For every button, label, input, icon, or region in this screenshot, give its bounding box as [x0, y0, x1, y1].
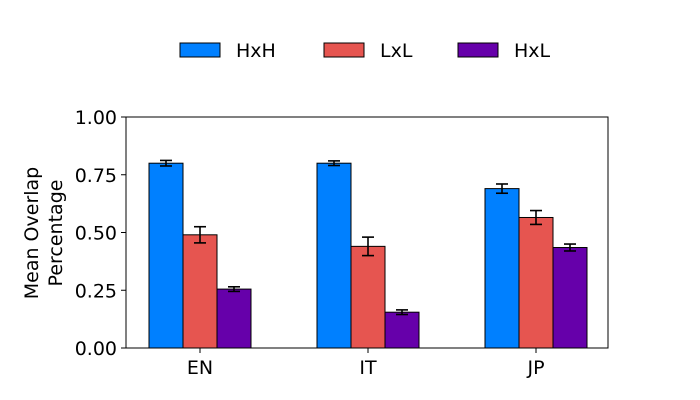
x-tick-label-it: IT — [359, 357, 377, 379]
y-axis-title-line-1: Mean Overlap — [21, 167, 43, 300]
y-tick-label: 0.75 — [75, 165, 117, 187]
legend-swatch-hxh — [179, 42, 221, 58]
y-tick-label: 0.00 — [75, 338, 117, 360]
legend: HxH LxL HxL — [179, 40, 551, 62]
x-axis: EN IT JP — [187, 348, 545, 379]
x-tick-label-en: EN — [187, 357, 213, 379]
bar-lxl-en — [182, 234, 218, 349]
y-tick-label: 0.25 — [75, 280, 117, 302]
bar-hxl-en — [216, 288, 252, 349]
y-axis: 0.00 0.25 0.50 0.75 1.00 — [75, 107, 126, 360]
y-tick-label: 0.50 — [75, 223, 117, 245]
bar-hxl-jp — [552, 247, 588, 349]
bar-lxl-it — [350, 245, 386, 349]
bar-hxh-it — [316, 162, 352, 349]
x-tick-label-jp: JP — [526, 357, 544, 379]
error-bars — [160, 159, 576, 316]
legend-swatch-hxl — [457, 42, 499, 58]
bar-lxl-jp — [518, 216, 554, 349]
y-axis-title-line-2: Percentage — [45, 180, 67, 287]
bar-hxh-jp — [484, 188, 520, 349]
legend-label-hxh: HxH — [236, 40, 276, 62]
plot-frame — [125, 116, 609, 349]
legend-label-lxl: LxL — [380, 40, 413, 62]
bars — [148, 162, 588, 349]
bar-hxh-en — [148, 162, 184, 349]
legend-swatch-lxl — [323, 42, 365, 58]
legend-label-hxl: HxL — [514, 40, 551, 62]
y-axis-title: Mean Overlap Percentage — [21, 167, 67, 300]
bar-hxl-it — [384, 311, 420, 349]
y-tick-label: 1.00 — [75, 107, 117, 129]
